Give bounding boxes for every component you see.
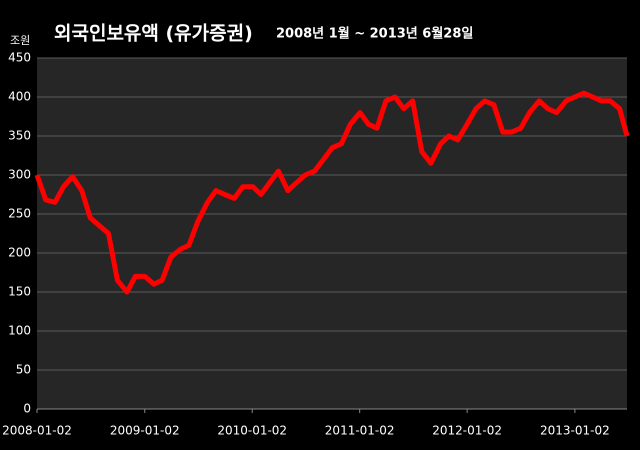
- y-tick-label: 450: [8, 51, 31, 65]
- y-tick-label: 250: [8, 207, 31, 221]
- y-tick-label: 300: [8, 168, 31, 182]
- plot-area: [37, 58, 627, 409]
- chart-title: 외국인보유액 (유가증권): [54, 23, 253, 45]
- data-line: [34, 90, 630, 295]
- x-tick-label: 2010-01-02: [217, 424, 287, 438]
- x-tick-label: 2011-01-02: [325, 424, 395, 438]
- y-tick-label: 100: [8, 324, 31, 338]
- x-tick-label: 2009-01-02: [110, 424, 180, 438]
- x-tick-label: 2012-01-02: [432, 424, 502, 438]
- y-tick-label: 50: [16, 363, 31, 377]
- x-tick-label: 2008-01-02: [2, 424, 72, 438]
- y-tick-label: 200: [8, 246, 31, 260]
- y-tick-label: 0: [23, 402, 31, 416]
- y-tick-label: 400: [8, 90, 31, 104]
- chart-subtitle: 2008년 1월 ~ 2013년 6월28일: [276, 26, 473, 42]
- y-tick-label: 350: [8, 129, 31, 143]
- x-tick-label: 2013-01-02: [540, 424, 610, 438]
- y-tick-label: 150: [8, 285, 31, 299]
- y-axis-label: 조원: [10, 34, 30, 47]
